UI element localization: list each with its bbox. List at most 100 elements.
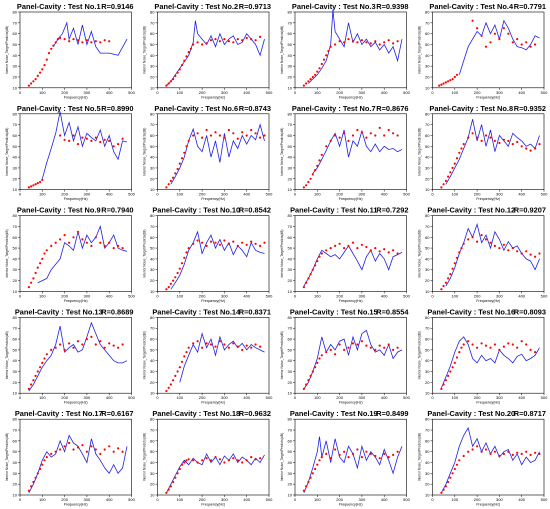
series-point xyxy=(72,448,75,451)
series-point xyxy=(209,343,213,346)
series-point xyxy=(236,38,239,41)
y-axis-label: Interior Noise_Target/Predicts(dB) xyxy=(5,26,9,74)
chart-panel-6: Panel-Cavity : Test No.6 R=0.8743 0 100 200 3… xyxy=(143,104,274,201)
y-tick-label: 40 xyxy=(150,358,155,363)
series-point xyxy=(320,456,323,459)
chart-title: Panel-Cavity : Test No.7 xyxy=(292,104,376,113)
series-point xyxy=(205,457,208,460)
series-point xyxy=(165,288,168,291)
x-tick-label: 100 xyxy=(314,395,321,400)
y-tick-label: 80 xyxy=(13,213,18,218)
x-tick-label: 300 xyxy=(359,293,366,298)
y-tick-label: 50 xyxy=(425,347,430,352)
series-point xyxy=(245,459,248,462)
y-tick-label: 30 xyxy=(13,267,18,272)
chart-r-value: R=0.6167 xyxy=(101,409,133,418)
series-point xyxy=(176,370,179,373)
y-tick-label: 10 xyxy=(150,85,155,90)
series-point xyxy=(165,389,168,393)
x-axis-label: Frequency(Hz) xyxy=(201,503,225,507)
series-point xyxy=(447,175,450,178)
series-point xyxy=(117,346,120,349)
series-point xyxy=(167,488,170,491)
plot-frame xyxy=(19,113,132,190)
series-point xyxy=(183,59,186,62)
y-tick-label: 70 xyxy=(13,326,18,331)
series-point xyxy=(462,454,465,458)
series-point xyxy=(174,374,177,377)
y-tick-label: 60 xyxy=(150,133,155,138)
series-point xyxy=(316,260,319,263)
series-point xyxy=(192,459,195,462)
series-point xyxy=(117,244,120,247)
series-point xyxy=(467,450,470,453)
series-point xyxy=(54,241,57,244)
series-point xyxy=(85,137,88,140)
plot-frame xyxy=(432,418,545,496)
y-tick-label: 10 xyxy=(150,289,155,294)
x-tick-label: 500 xyxy=(541,395,548,400)
series-point xyxy=(236,345,239,348)
x-tick-label: 500 xyxy=(403,497,410,502)
series-point xyxy=(387,456,390,459)
y-tick-label: 60 xyxy=(150,438,155,443)
chart-title: Panel-Cavity : Test No.13 xyxy=(15,307,103,316)
series-point xyxy=(387,39,390,42)
series-point xyxy=(94,40,97,43)
series-point xyxy=(241,348,244,351)
y-tick-label: 40 xyxy=(288,53,293,58)
series-point xyxy=(259,35,262,39)
series-point xyxy=(169,80,172,83)
y-tick-label: 80 xyxy=(13,315,18,320)
series-point xyxy=(59,238,62,241)
series-point xyxy=(538,252,541,255)
x-tick-label: 300 xyxy=(221,497,228,502)
series-point xyxy=(316,463,319,466)
series-point xyxy=(498,141,501,145)
chart-panel-1: Panel-Cavity : Test No.1 R=0.9146 0 100 200 3… xyxy=(5,2,136,99)
series-point xyxy=(347,456,350,459)
series-point xyxy=(90,244,93,247)
series-point xyxy=(245,243,248,246)
y-tick-label: 70 xyxy=(150,224,155,229)
series-point xyxy=(254,343,257,346)
series-point xyxy=(498,38,501,41)
chart-panel-16: Panel-Cavity : Test No.16R=0.8093 0 100 200… xyxy=(418,307,549,404)
series-point xyxy=(451,78,454,81)
series-point xyxy=(314,264,317,267)
series-point xyxy=(453,262,456,265)
x-axis-label: Frequency(Hz) xyxy=(201,95,225,99)
series-point xyxy=(32,184,35,187)
series-point xyxy=(438,84,441,87)
x-axis-label: Frequency(Hz) xyxy=(201,197,225,201)
series-point xyxy=(396,252,399,255)
series-point xyxy=(117,143,120,146)
y-tick-label: 70 xyxy=(150,20,155,25)
series-point xyxy=(99,452,102,455)
series-point xyxy=(347,38,350,41)
chart-title: Panel-Cavity : Test No.6 xyxy=(154,104,238,113)
x-tick-label: 200 xyxy=(199,395,206,400)
series-point xyxy=(318,159,321,162)
series-point xyxy=(192,242,195,245)
series-point xyxy=(489,136,492,139)
x-tick-label: 300 xyxy=(496,90,503,95)
x-tick-label: 100 xyxy=(176,395,183,400)
chart-title: Panel-Cavity : Test No.8 xyxy=(429,104,513,113)
series-point xyxy=(50,244,53,247)
series-point xyxy=(318,459,321,462)
series-line xyxy=(312,129,403,174)
x-tick-label: 200 xyxy=(474,293,481,298)
series-point xyxy=(209,240,213,243)
series-point xyxy=(447,277,450,280)
x-tick-label: 0 xyxy=(294,395,297,400)
y-tick-label: 50 xyxy=(288,42,293,47)
series-point xyxy=(325,145,328,148)
series-point xyxy=(59,448,62,451)
series-point xyxy=(41,68,44,71)
series-point xyxy=(489,41,492,44)
series-point xyxy=(396,450,399,453)
x-tick-label: 100 xyxy=(176,192,183,197)
series-point xyxy=(444,485,447,488)
plot-frame xyxy=(19,11,132,89)
